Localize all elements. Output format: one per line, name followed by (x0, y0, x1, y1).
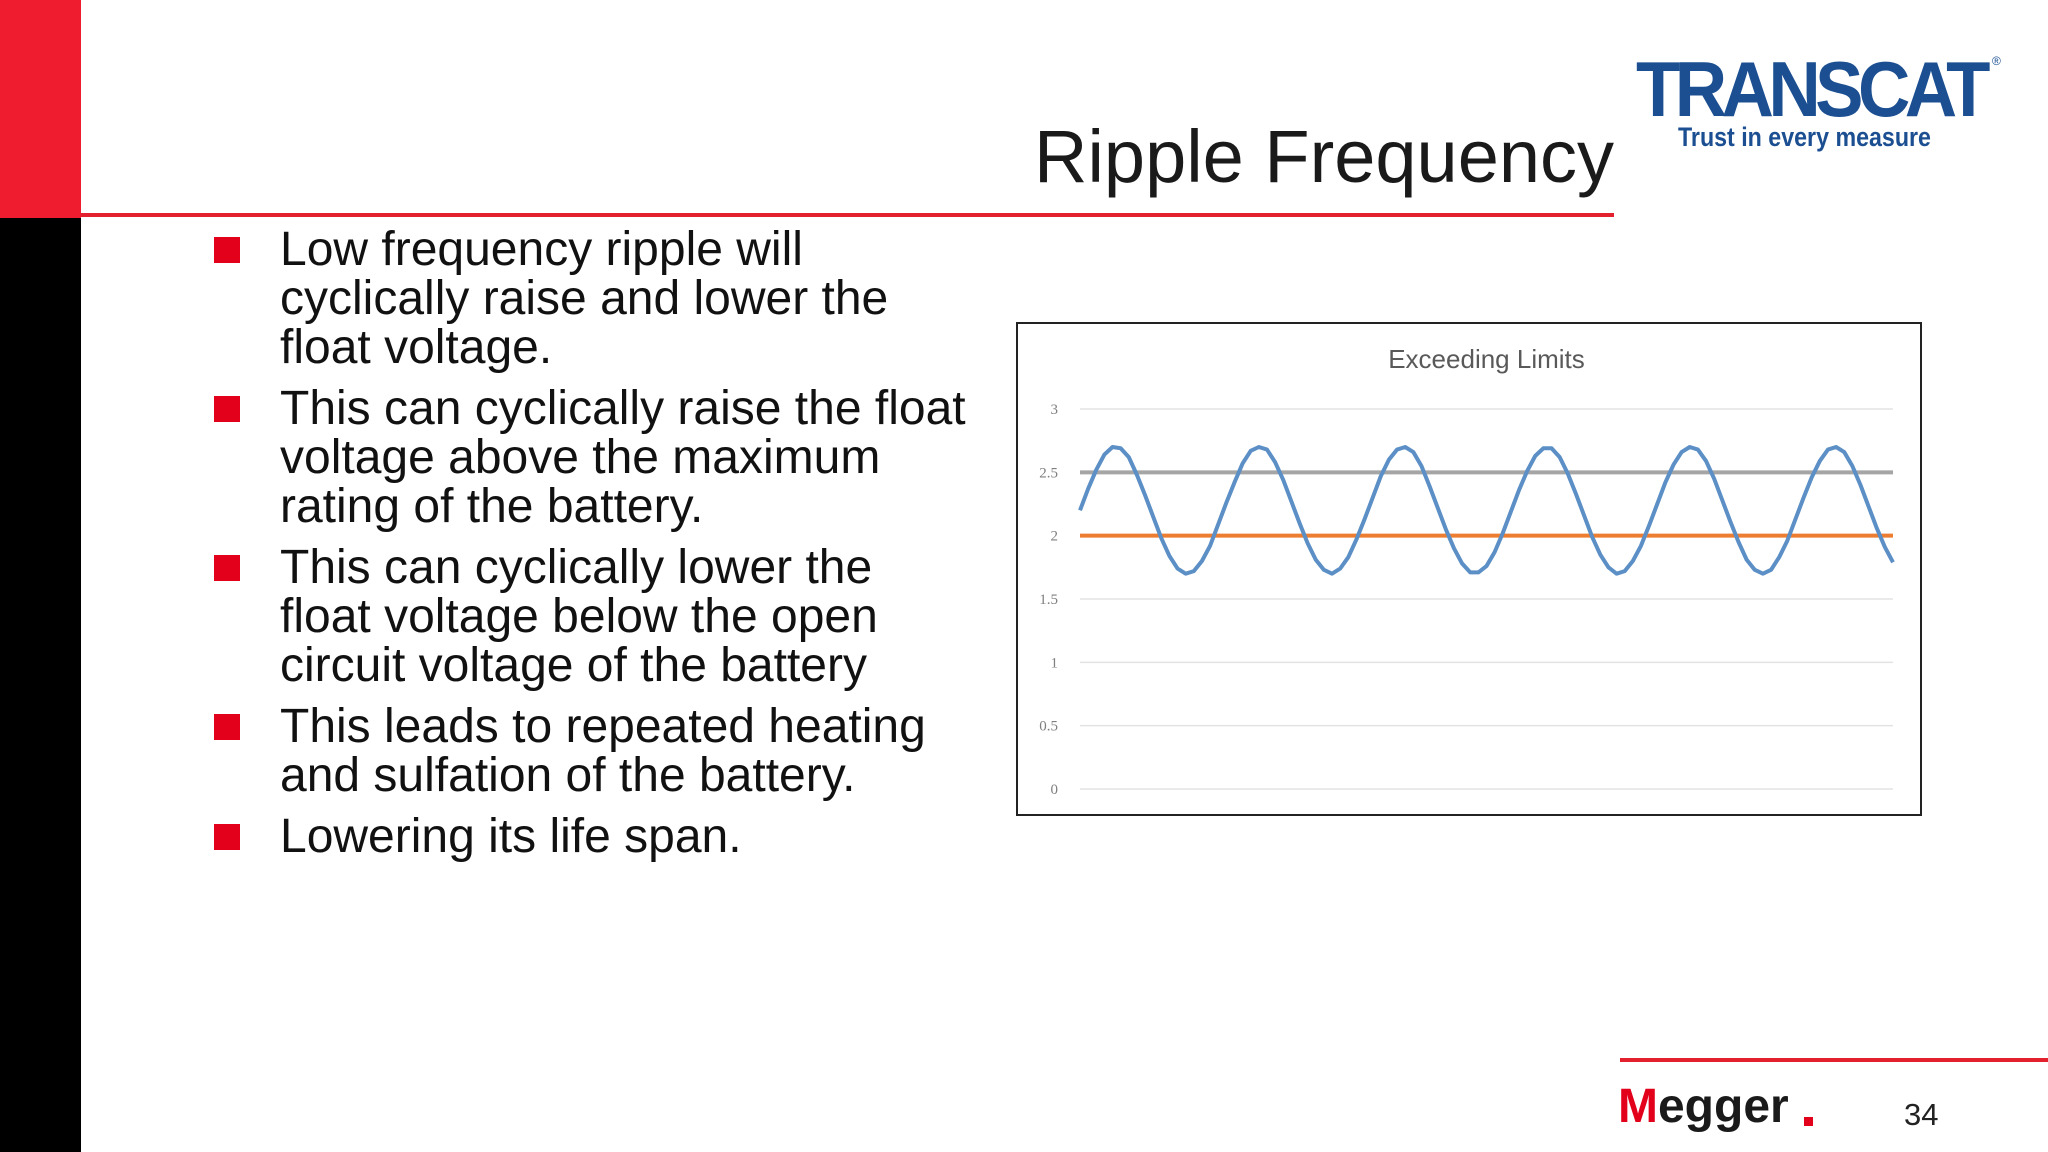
bullet-item: Low frequency ripple will cyclically rai… (210, 225, 970, 372)
megger-logo: Megger (1618, 1080, 1813, 1133)
bullet-text: This can cyclically raise the float volt… (280, 382, 966, 533)
bullet-item: This can cyclically lower the float volt… (210, 543, 970, 690)
page-number: 34 (1904, 1097, 1939, 1132)
y-tick-label: 2.5 (1039, 465, 1058, 481)
footer-rule (1620, 1058, 2048, 1062)
bullet-list: Low frequency ripple will cyclically rai… (210, 225, 970, 873)
y-tick-label: 1.5 (1039, 592, 1058, 608)
slide-title: Ripple Frequency (1034, 115, 1614, 198)
megger-logo-rest: egger (1657, 1080, 1789, 1133)
bullet-square-icon (214, 396, 240, 422)
transcat-logo: TRANSCAT ® Trust in every measure (1636, 50, 2002, 160)
y-tick-label: 0 (1051, 782, 1059, 798)
title-underline (81, 213, 1614, 217)
bullet-item: This leads to repeated heating and sulfa… (210, 702, 970, 800)
side-bar-black (0, 218, 81, 1152)
bullet-square-icon (214, 555, 240, 581)
y-tick-label: 1 (1051, 655, 1059, 671)
megger-dot-icon (1804, 1117, 1813, 1126)
series-line-ripple (1078, 445, 1895, 576)
chart-exceeding-limits: Exceeding Limits 0 0.5 1 1.5 2 2.5 3 (1016, 322, 1922, 816)
bullet-square-icon (214, 824, 240, 850)
registered-mark-icon: ® (1992, 54, 2001, 68)
y-tick-label: 2 (1051, 529, 1059, 545)
transcat-logo-tagline: Trust in every measure (1678, 122, 1931, 152)
y-tick-label: 3 (1051, 402, 1059, 418)
chart-canvas: Exceeding Limits 0 0.5 1 1.5 2 2.5 3 (1039, 344, 1895, 798)
bullet-item: This can cyclically raise the float volt… (210, 384, 970, 531)
bullet-square-icon (214, 714, 240, 740)
bullet-text: This leads to repeated heating and sulfa… (280, 700, 926, 802)
bullet-item: Lowering its life span. (210, 812, 970, 861)
bullet-square-icon (214, 237, 240, 263)
bullet-text: Lowering its life span. (280, 810, 742, 863)
chart-title: Exceeding Limits (1388, 344, 1585, 374)
y-tick-label: 0.5 (1039, 719, 1058, 735)
transcat-logo-wordmark: TRANSCAT (1636, 45, 1991, 133)
bullet-text: This can cyclically lower the float volt… (280, 541, 878, 692)
bullet-text: Low frequency ripple will cyclically rai… (280, 223, 889, 374)
megger-logo-initial: M (1618, 1080, 1658, 1133)
side-bar-red (0, 0, 81, 218)
